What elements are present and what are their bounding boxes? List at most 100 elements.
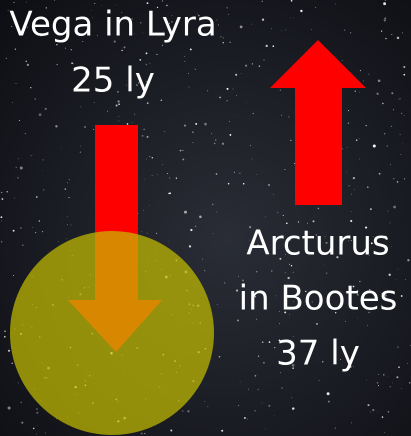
star [142, 135, 144, 137]
star [228, 183, 229, 184]
star [161, 100, 162, 101]
star [316, 323, 318, 325]
star [370, 208, 372, 210]
star [80, 152, 81, 153]
star [381, 30, 382, 31]
star [285, 30, 286, 31]
star [351, 422, 352, 423]
star [253, 113, 254, 114]
star [118, 100, 120, 102]
star [344, 29, 345, 30]
star [223, 42, 224, 43]
star [377, 382, 379, 384]
star [262, 1, 263, 2]
star [7, 191, 8, 192]
star [378, 411, 379, 412]
star [400, 134, 401, 135]
star [6, 58, 7, 59]
star [397, 181, 399, 183]
star [229, 134, 231, 136]
page: Vega in Lyra 25 ly Arcturus in Bootes 37… [0, 0, 411, 436]
star [405, 279, 406, 280]
arcturus-distance: 37 ly [276, 334, 360, 374]
star [392, 383, 393, 384]
star [93, 129, 94, 130]
star [402, 33, 403, 34]
star [255, 410, 256, 411]
star [246, 102, 247, 103]
star [237, 115, 238, 116]
star [67, 183, 68, 184]
star [313, 220, 315, 222]
star [67, 216, 68, 217]
star [227, 7, 228, 8]
star [152, 157, 153, 158]
star [281, 115, 282, 116]
star [184, 211, 187, 214]
star [8, 350, 10, 352]
star [265, 429, 266, 430]
star [328, 401, 330, 403]
star [116, 105, 118, 107]
star [384, 19, 386, 21]
star [291, 0, 293, 2]
star [18, 158, 19, 159]
star [80, 146, 81, 147]
star [36, 434, 37, 435]
star [199, 216, 202, 219]
star [31, 155, 32, 156]
star [124, 46, 126, 48]
star [64, 188, 66, 190]
star [262, 19, 264, 21]
star [121, 50, 122, 51]
star [66, 238, 67, 239]
star [127, 123, 129, 125]
star [311, 29, 312, 30]
star [25, 133, 26, 134]
star [370, 412, 371, 413]
star [244, 417, 246, 419]
star [61, 148, 62, 149]
star [271, 28, 272, 29]
vega-circle [10, 231, 214, 435]
star [283, 215, 284, 216]
star [224, 282, 225, 283]
star [335, 428, 336, 429]
star [350, 220, 352, 222]
star [37, 425, 38, 426]
star [218, 24, 219, 25]
star [243, 183, 245, 185]
star [43, 159, 44, 160]
star [397, 347, 398, 348]
star [272, 45, 274, 47]
star [387, 145, 388, 146]
star [391, 246, 392, 247]
star [342, 60, 343, 61]
star [119, 121, 120, 122]
star [290, 18, 291, 19]
star [217, 304, 218, 305]
star [195, 69, 196, 70]
vega-name: Vega in Lyra [9, 5, 216, 45]
star [266, 45, 268, 47]
star [281, 30, 282, 31]
star [187, 410, 189, 412]
star [384, 432, 385, 433]
star [265, 216, 266, 217]
star [237, 319, 239, 321]
star [235, 74, 237, 76]
star [152, 175, 153, 176]
star [14, 198, 15, 199]
star [162, 0, 163, 1]
star [248, 389, 249, 390]
star [168, 241, 169, 242]
star [65, 48, 66, 49]
vega-distance: 25 ly [71, 61, 155, 101]
star [255, 375, 257, 377]
star [404, 178, 405, 179]
star [12, 363, 13, 364]
star [12, 102, 13, 103]
star [262, 341, 264, 343]
star [280, 89, 281, 90]
star [184, 56, 185, 57]
